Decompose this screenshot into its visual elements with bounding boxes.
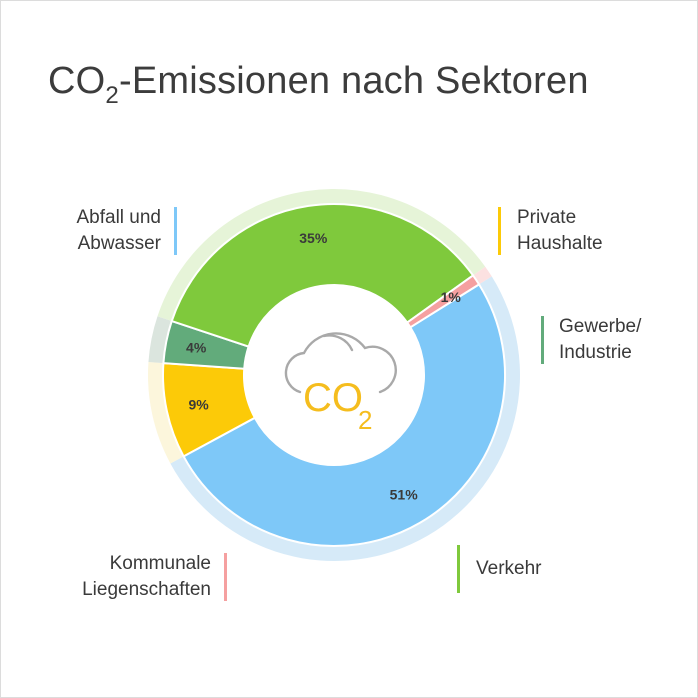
category-label-abfall: Abfall und Abwasser bbox=[76, 207, 161, 254]
legend-bar-gewerbe bbox=[541, 316, 544, 364]
co2-text: CO bbox=[303, 376, 363, 420]
slice-label-verkehr: 35% bbox=[299, 230, 328, 246]
chart-title: CO2-Emissionen nach Sektoren bbox=[48, 60, 589, 109]
outer-ring-kommunale bbox=[473, 266, 492, 285]
category-label-verkehr: Verkehr bbox=[476, 558, 542, 579]
category-label-private: Private Haushalte bbox=[517, 207, 603, 254]
outer-ring-verkehr bbox=[157, 189, 486, 322]
legend-bar-private bbox=[498, 207, 501, 255]
slice-label-abfall: 51% bbox=[390, 487, 419, 503]
category-label-kommunale: Kommunale Liegenschaften bbox=[82, 553, 211, 600]
co2-cloud-icon bbox=[284, 332, 397, 394]
slice-label-gewerbe: 4% bbox=[186, 340, 207, 356]
donut-center bbox=[244, 285, 424, 465]
co2-subscript: 2 bbox=[358, 405, 372, 435]
outer-ring-gewerbe bbox=[148, 316, 172, 364]
legend-bar-abfall bbox=[174, 207, 177, 255]
slice-label-kommunale: 1% bbox=[441, 289, 462, 305]
legend-bar-verkehr bbox=[457, 545, 460, 593]
slice-label-private: 9% bbox=[189, 396, 210, 412]
legend-bar-kommunale bbox=[224, 553, 227, 601]
category-label-gewerbe: Gewerbe/ Industrie bbox=[559, 316, 642, 363]
